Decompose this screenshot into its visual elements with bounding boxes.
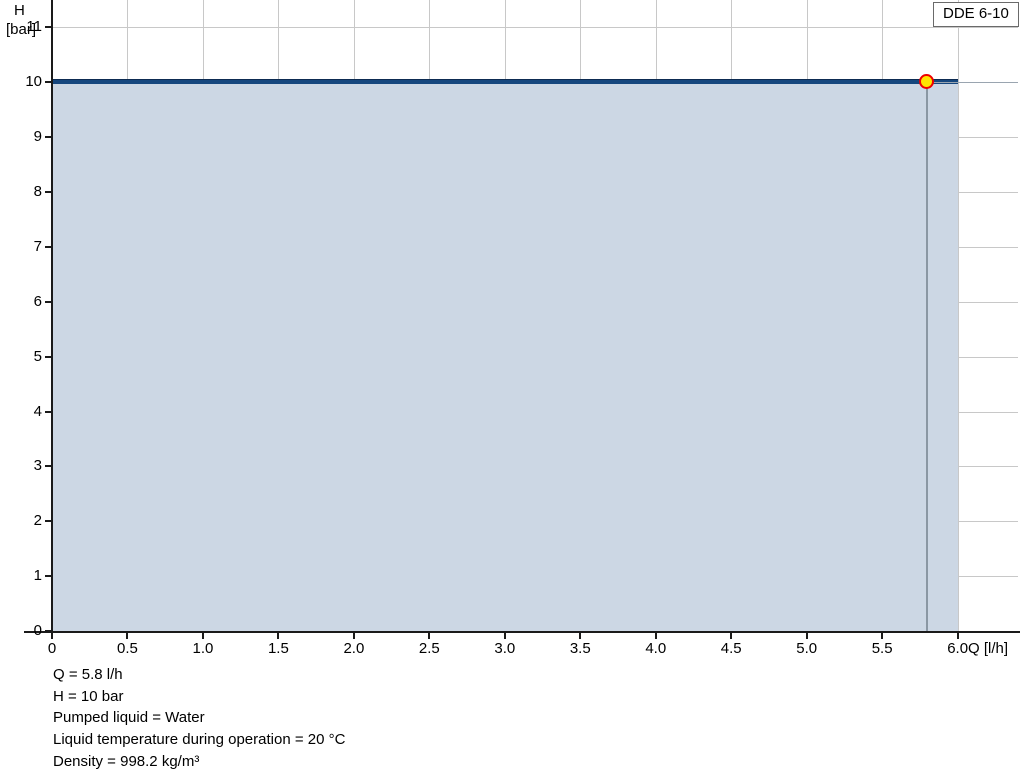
y-axis-tick-label: 1 xyxy=(33,567,42,585)
y-axis-tick xyxy=(45,191,53,194)
x-axis-tick xyxy=(805,631,808,639)
x-axis-tick-label: 6.0 xyxy=(947,640,969,657)
y-axis-tick xyxy=(45,520,53,523)
y-axis-line xyxy=(51,0,53,632)
y-axis-tick-label: 8 xyxy=(33,183,42,201)
x-axis-tick-label: 5.5 xyxy=(871,640,893,657)
x-axis-tick xyxy=(428,631,431,639)
note-line-temperature: Liquid temperature during operation = 20… xyxy=(53,731,346,749)
x-axis-tick xyxy=(503,631,506,639)
note-line-density: Density = 998.2 kg/m³ xyxy=(53,752,200,770)
x-axis-tick xyxy=(352,631,355,639)
duty-point-horizontal-line xyxy=(927,82,1018,84)
y-axis-tick-label: 2 xyxy=(33,512,42,530)
y-axis-tick-label: 9 xyxy=(33,128,42,146)
y-axis-title-symbol: H xyxy=(14,2,25,19)
y-axis-tick xyxy=(45,136,53,139)
x-axis-tick-label: 4.0 xyxy=(645,640,667,657)
x-axis-tick xyxy=(579,631,582,639)
y-axis-tick xyxy=(45,410,53,413)
x-axis-tick xyxy=(881,631,884,639)
y-axis-tick xyxy=(45,300,53,303)
y-axis-tick xyxy=(45,81,53,84)
x-axis-tick xyxy=(51,631,53,639)
series-curve-edge xyxy=(52,79,958,81)
y-axis-tick-label: 5 xyxy=(33,347,42,365)
series-fill xyxy=(52,82,958,631)
y-axis-tick-label: 10 xyxy=(25,73,42,91)
legend-box[interactable]: DDE 6-10 xyxy=(933,2,1019,27)
note-line-flow: Q = 5.8 l/h xyxy=(53,666,123,683)
x-axis-tick xyxy=(201,631,204,639)
x-axis-title: Q [l/h] xyxy=(968,640,1009,657)
y-axis-tick-label: 11 xyxy=(26,18,42,36)
y-axis-tick xyxy=(45,630,53,632)
y-axis-tick xyxy=(45,26,53,29)
y-axis-tick xyxy=(45,245,53,248)
gridline-vertical xyxy=(957,0,959,631)
y-axis-tick-label: 4 xyxy=(33,402,42,420)
duty-point-marker[interactable] xyxy=(919,74,935,90)
gridline-horizontal xyxy=(52,27,1018,29)
note-line-head: H = 10 bar xyxy=(53,687,124,705)
x-axis-tick-label: 2.5 xyxy=(418,640,440,657)
x-axis-tick-label: 1.5 xyxy=(267,640,289,657)
x-axis-line xyxy=(24,631,1020,633)
note-line-liquid: Pumped liquid = Water xyxy=(53,709,205,727)
y-axis-tick-label: 7 xyxy=(33,237,42,255)
y-axis-tick xyxy=(45,355,53,358)
y-axis-tick xyxy=(45,575,53,578)
y-axis-tick-label: 3 xyxy=(33,457,42,475)
x-axis-tick-label: 5.0 xyxy=(796,640,818,657)
x-axis-tick-label: 3.0 xyxy=(494,640,516,657)
duty-point-vertical-line xyxy=(926,82,929,631)
plot-area xyxy=(52,0,1018,632)
x-axis-tick-label: 0.5 xyxy=(117,640,138,657)
y-axis-tick-label: 6 xyxy=(33,292,42,310)
x-axis-tick-label: 1.0 xyxy=(192,640,214,657)
x-axis-tick-label: 4.5 xyxy=(720,640,742,657)
x-axis-tick xyxy=(277,631,280,639)
y-axis-tick-label: 0 xyxy=(33,622,42,639)
x-axis-tick xyxy=(654,631,657,639)
x-axis-tick-label: 3.5 xyxy=(569,640,591,657)
x-axis-tick xyxy=(956,631,959,639)
legend-label: DDE 6-10 xyxy=(943,5,1009,22)
y-axis-tick xyxy=(45,465,53,468)
x-axis-tick xyxy=(126,631,129,639)
x-axis-tick-label: 0 xyxy=(47,640,57,657)
series-curve[interactable] xyxy=(52,80,958,85)
y-axis-title-unit: [bar] xyxy=(6,21,37,38)
x-axis-tick xyxy=(730,631,733,639)
x-axis-tick-label: 2.0 xyxy=(343,640,365,657)
operating-conditions: Q = 5.8 l/h H = 10 bar Pumped liquid = W… xyxy=(53,664,345,773)
